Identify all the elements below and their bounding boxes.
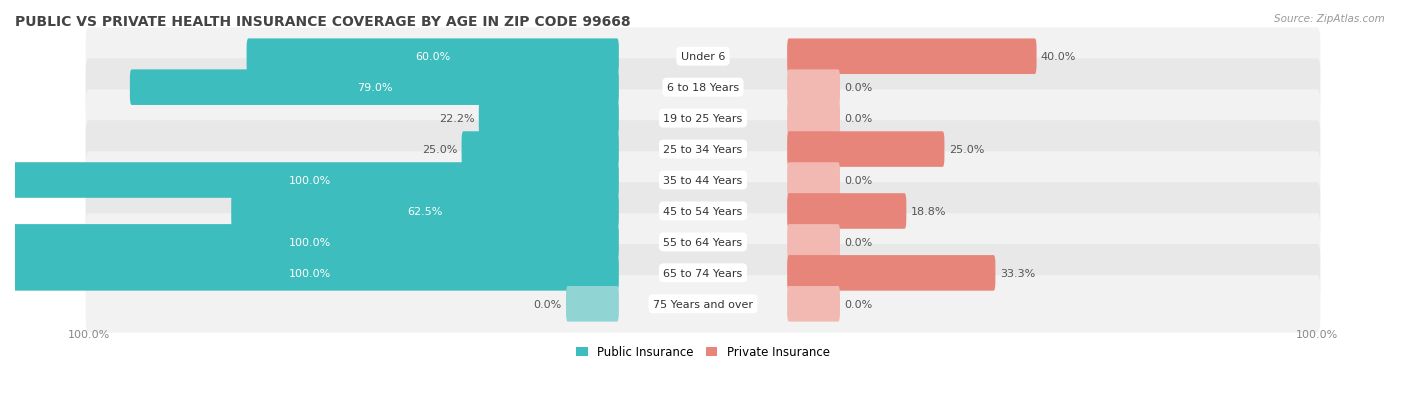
FancyBboxPatch shape <box>86 183 1320 240</box>
Text: 0.0%: 0.0% <box>844 176 873 185</box>
FancyBboxPatch shape <box>1 225 619 260</box>
FancyBboxPatch shape <box>231 194 619 229</box>
Text: 40.0%: 40.0% <box>1040 52 1076 62</box>
FancyBboxPatch shape <box>86 152 1320 209</box>
FancyBboxPatch shape <box>787 163 839 198</box>
Text: 100.0%: 100.0% <box>288 237 330 247</box>
FancyBboxPatch shape <box>86 214 1320 271</box>
Text: 33.3%: 33.3% <box>1000 268 1035 278</box>
FancyBboxPatch shape <box>246 39 619 75</box>
Text: 18.8%: 18.8% <box>911 206 946 216</box>
Text: 62.5%: 62.5% <box>408 206 443 216</box>
FancyBboxPatch shape <box>461 132 619 167</box>
Text: 79.0%: 79.0% <box>357 83 392 93</box>
FancyBboxPatch shape <box>787 101 839 137</box>
Text: 45 to 54 Years: 45 to 54 Years <box>664 206 742 216</box>
Text: Source: ZipAtlas.com: Source: ZipAtlas.com <box>1274 14 1385 24</box>
Text: 25.0%: 25.0% <box>949 145 984 155</box>
Text: 55 to 64 Years: 55 to 64 Years <box>664 237 742 247</box>
Text: PUBLIC VS PRIVATE HEALTH INSURANCE COVERAGE BY AGE IN ZIP CODE 99668: PUBLIC VS PRIVATE HEALTH INSURANCE COVER… <box>15 15 631 29</box>
FancyBboxPatch shape <box>86 28 1320 86</box>
Text: 0.0%: 0.0% <box>844 83 873 93</box>
FancyBboxPatch shape <box>787 132 945 167</box>
FancyBboxPatch shape <box>787 256 995 291</box>
Legend: Public Insurance, Private Insurance: Public Insurance, Private Insurance <box>571 339 835 364</box>
Text: 60.0%: 60.0% <box>415 52 450 62</box>
FancyBboxPatch shape <box>787 194 907 229</box>
FancyBboxPatch shape <box>1 163 619 198</box>
Text: 19 to 25 Years: 19 to 25 Years <box>664 114 742 124</box>
FancyBboxPatch shape <box>787 225 839 260</box>
Text: 0.0%: 0.0% <box>844 299 873 309</box>
Text: 0.0%: 0.0% <box>844 114 873 124</box>
Text: 100.0%: 100.0% <box>288 268 330 278</box>
Text: 65 to 74 Years: 65 to 74 Years <box>664 268 742 278</box>
Text: 6 to 18 Years: 6 to 18 Years <box>666 83 740 93</box>
FancyBboxPatch shape <box>86 244 1320 302</box>
Text: 22.2%: 22.2% <box>439 114 474 124</box>
Text: 25.0%: 25.0% <box>422 145 457 155</box>
FancyBboxPatch shape <box>787 39 1036 75</box>
Text: 0.0%: 0.0% <box>533 299 562 309</box>
Text: Under 6: Under 6 <box>681 52 725 62</box>
FancyBboxPatch shape <box>567 286 619 322</box>
FancyBboxPatch shape <box>1 256 619 291</box>
FancyBboxPatch shape <box>479 101 619 137</box>
Text: 35 to 44 Years: 35 to 44 Years <box>664 176 742 185</box>
Text: 0.0%: 0.0% <box>844 237 873 247</box>
Text: 100.0%: 100.0% <box>288 176 330 185</box>
FancyBboxPatch shape <box>86 275 1320 333</box>
FancyBboxPatch shape <box>129 70 619 106</box>
Text: 25 to 34 Years: 25 to 34 Years <box>664 145 742 155</box>
FancyBboxPatch shape <box>86 121 1320 178</box>
FancyBboxPatch shape <box>787 70 839 106</box>
FancyBboxPatch shape <box>86 59 1320 116</box>
FancyBboxPatch shape <box>787 286 839 322</box>
Text: 75 Years and over: 75 Years and over <box>652 299 754 309</box>
FancyBboxPatch shape <box>86 90 1320 147</box>
